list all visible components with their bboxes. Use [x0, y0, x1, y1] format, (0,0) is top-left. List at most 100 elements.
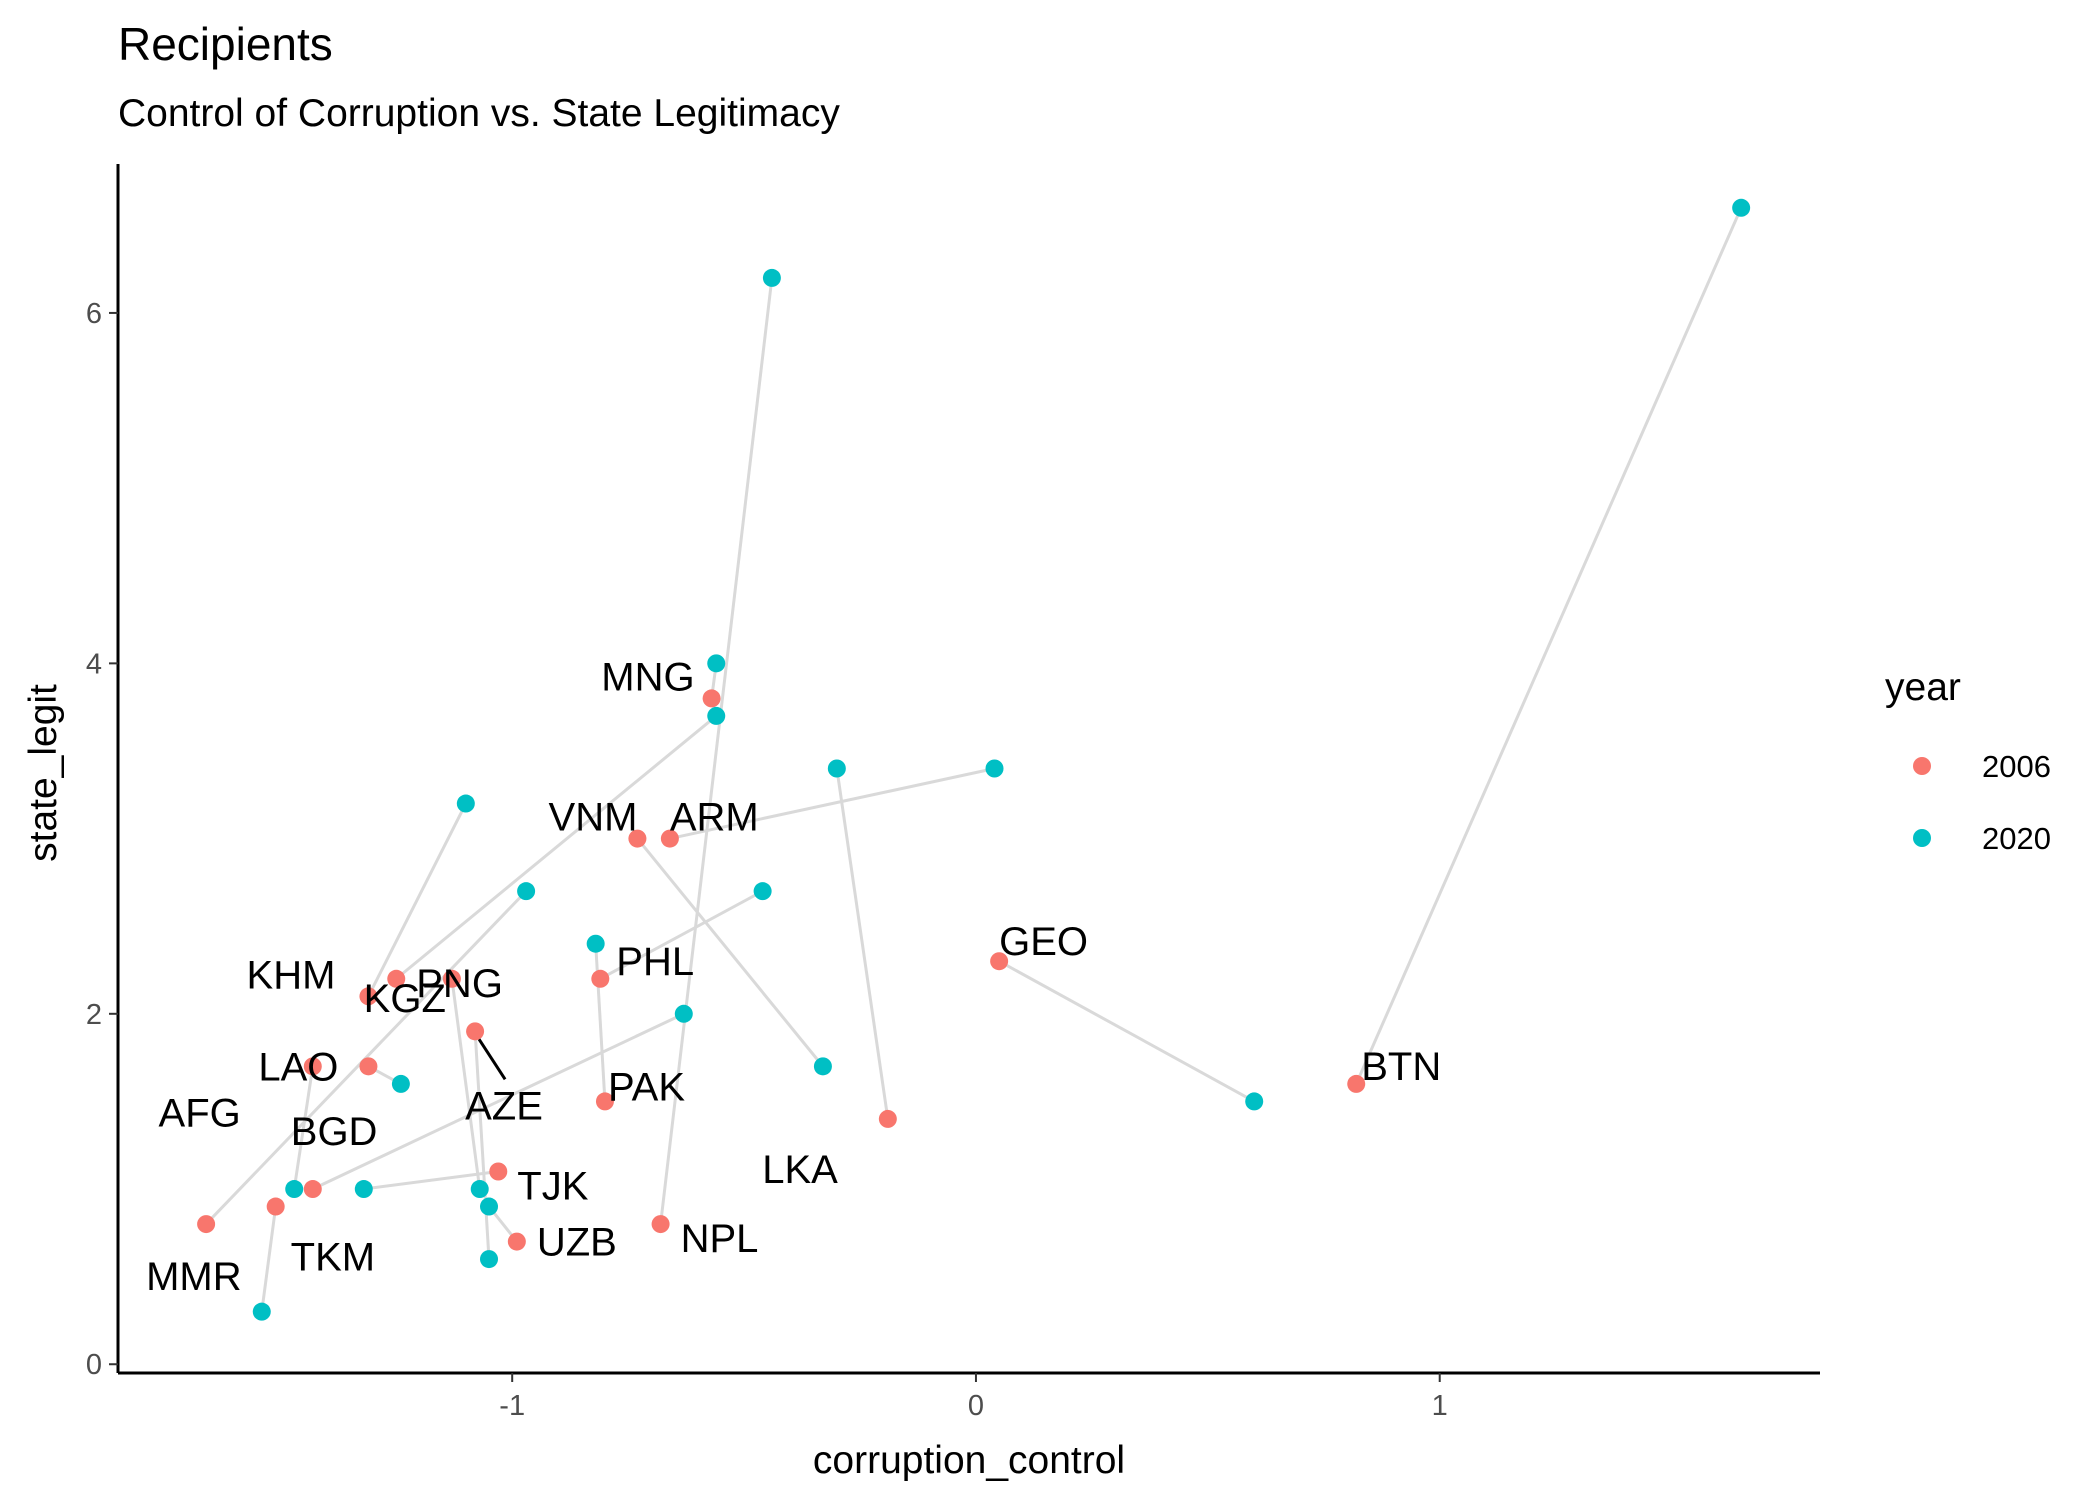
point-2006-lka — [878, 1109, 897, 1128]
point-2006-khm — [359, 987, 378, 1006]
y-tick-label: 0 — [86, 1349, 102, 1381]
point-2020-arm — [985, 759, 1004, 778]
point-2006-btn — [1347, 1074, 1366, 1093]
point-label-uzb: UZB — [537, 1221, 617, 1265]
legend: year 2006 2020 — [1885, 666, 2051, 856]
point-2020-tjk — [354, 1180, 373, 1199]
legend-label-2006: 2006 — [1982, 749, 2051, 784]
point-2006-vnm — [628, 829, 647, 848]
connector-line-lka — [835, 768, 890, 1120]
y-tick-label: 2 — [86, 999, 102, 1031]
connector-line-npl — [659, 277, 774, 1225]
point-2020-mng — [707, 654, 726, 673]
point-2020-phl — [753, 882, 772, 901]
point-2006-aze — [466, 1022, 485, 1041]
point-label-geo: GEO — [999, 920, 1088, 964]
point-2006-uzb — [507, 1232, 526, 1251]
point-label-btn: BTN — [1361, 1045, 1441, 1089]
point-label-lao: LAO — [258, 1045, 338, 1089]
y-axis-title: state_legit — [22, 684, 65, 862]
point-label-bgd: BGD — [291, 1110, 378, 1154]
connector-line-mmr — [205, 890, 528, 1226]
point-label-png: PNG — [416, 962, 503, 1006]
legend-label-2020: 2020 — [1982, 821, 2051, 856]
aze-label-leader — [477, 1038, 507, 1081]
point-label-phl: PHL — [616, 940, 694, 984]
point-label-aze: AZE — [465, 1084, 543, 1128]
point-2020-png — [707, 706, 726, 725]
point-label-kgz: KGZ — [364, 977, 446, 1021]
legend-title: year — [1885, 666, 1961, 709]
point-2006-arm — [660, 829, 679, 848]
legend-key-2006 — [1913, 757, 1931, 775]
chart-subtitle: Control of Corruption vs. State Legitima… — [118, 92, 840, 135]
point-label-arm: ARM — [670, 796, 759, 840]
point-2006-geo — [990, 952, 1009, 971]
connector-line-btn — [1354, 207, 1743, 1085]
point-label-mng: MNG — [601, 655, 694, 699]
x-tick-label: 0 — [968, 1390, 984, 1422]
connector-line-afg — [292, 1066, 315, 1190]
point-label-lka: LKA — [762, 1148, 838, 1192]
point-2006-bgd — [303, 1180, 322, 1199]
point-2020-kgz — [470, 1180, 489, 1199]
point-2020-uzb — [480, 1197, 499, 1216]
connector-line-aze — [473, 1031, 491, 1260]
connector-line-bgd — [312, 1012, 685, 1191]
point-2020-pak — [586, 934, 605, 953]
point-label-afg: AFG — [159, 1091, 241, 1135]
point-2020-aze — [480, 1250, 499, 1269]
point-2020-lao — [391, 1074, 410, 1093]
point-2020-tkm — [252, 1302, 271, 1321]
point-2006-mng — [702, 689, 721, 708]
connector-line-pak — [594, 943, 607, 1102]
y-tick-label: 6 — [86, 298, 102, 330]
point-2006-tjk — [489, 1162, 508, 1181]
point-2020-khm — [456, 794, 475, 813]
point-2006-kgz — [442, 969, 461, 988]
point-2006-png — [387, 969, 406, 988]
point-label-tkm: TKM — [291, 1236, 375, 1280]
point-2006-mmr — [197, 1215, 216, 1234]
connector-line-png — [395, 714, 718, 980]
point-2006-pak — [595, 1092, 614, 1111]
connector-line-kgz — [450, 978, 482, 1190]
point-2020-bgd — [674, 1004, 693, 1023]
x-axis-ticks: -1 0 1 — [499, 1373, 1448, 1422]
data-points — [197, 198, 1751, 1321]
point-labels: AFG ARM AZE BGD BTN GEO KGZ KHM LAO LKA MMR MNG NPL P… — [146, 655, 1441, 1299]
connector-line-vnm — [636, 837, 825, 1068]
y-tick-label: 4 — [86, 648, 102, 680]
point-2020-afg — [285, 1180, 304, 1199]
connector-line-geo — [998, 959, 1255, 1103]
x-axis-title: corruption_control — [813, 1439, 1125, 1482]
point-2006-npl — [651, 1215, 670, 1234]
point-label-mmr: MMR — [146, 1255, 242, 1299]
point-label-tjk: TJK — [517, 1165, 588, 1209]
connector-line-phl — [599, 889, 764, 981]
point-2006-phl — [591, 969, 610, 988]
x-tick-label: -1 — [499, 1390, 525, 1422]
y-axis-ticks: 0 2 4 6 — [86, 298, 118, 1381]
point-2020-btn — [1732, 198, 1751, 217]
chart-title: Recipients — [118, 18, 333, 70]
connector-line-khm — [367, 802, 468, 997]
point-2006-lao — [359, 1057, 378, 1076]
point-2020-npl — [762, 268, 781, 287]
connector-lines — [205, 207, 1743, 1312]
legend-key-2020 — [1913, 829, 1931, 847]
point-label-pak: PAK — [608, 1065, 685, 1109]
point-2006-afg — [303, 1057, 322, 1076]
point-label-npl: NPL — [681, 1217, 759, 1261]
point-2020-geo — [1245, 1092, 1264, 1111]
point-2020-vnm — [813, 1057, 832, 1076]
point-2020-mmr — [517, 882, 536, 901]
point-label-vnm: VNM — [549, 796, 638, 840]
connector-line-tjk — [363, 1170, 499, 1191]
x-tick-label: 1 — [1432, 1390, 1448, 1422]
connector-line-arm — [669, 767, 995, 841]
point-label-khm: KHM — [247, 953, 336, 997]
point-2020-lka — [827, 759, 846, 778]
point-2006-tkm — [266, 1197, 285, 1216]
